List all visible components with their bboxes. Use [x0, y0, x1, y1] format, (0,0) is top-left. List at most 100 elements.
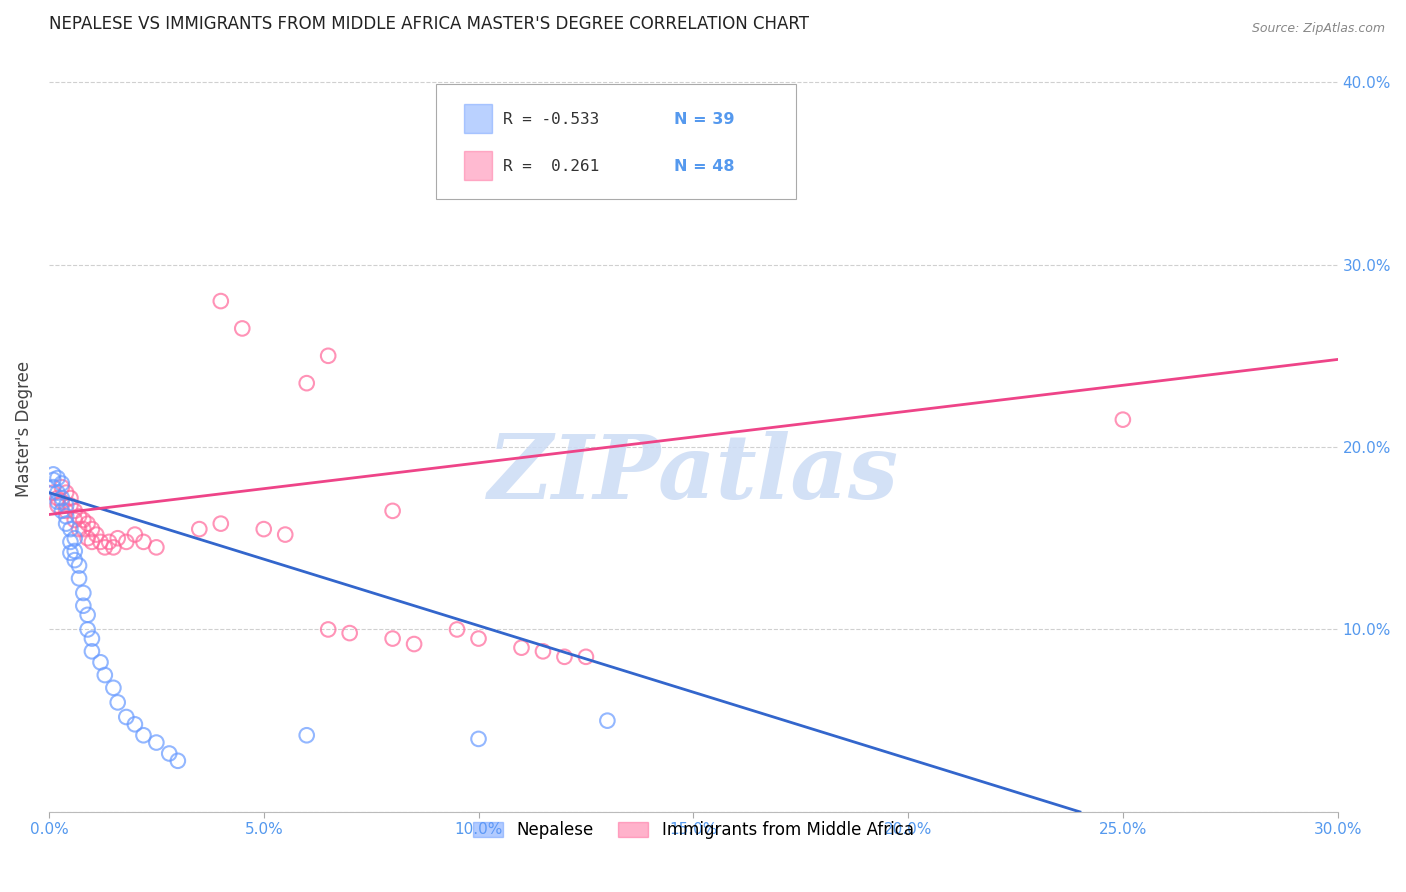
FancyBboxPatch shape — [436, 84, 796, 199]
Point — [339, 626, 361, 640]
Point — [94, 668, 117, 682]
Point — [55, 516, 77, 531]
Point — [72, 586, 94, 600]
Point — [89, 534, 111, 549]
Point — [103, 681, 125, 695]
Point — [166, 754, 188, 768]
Point — [42, 480, 65, 494]
Point — [67, 522, 90, 536]
Point — [253, 522, 276, 536]
Point — [80, 534, 103, 549]
Point — [76, 516, 98, 531]
Point — [209, 294, 232, 309]
Point — [59, 499, 82, 513]
Text: N = 48: N = 48 — [673, 159, 734, 174]
Point — [209, 516, 232, 531]
Text: ZIPatlas: ZIPatlas — [488, 432, 898, 518]
Point — [107, 695, 129, 709]
Point — [63, 513, 86, 527]
Point — [59, 491, 82, 505]
Y-axis label: Master's Degree: Master's Degree — [15, 360, 32, 497]
Point — [446, 623, 468, 637]
Point — [72, 522, 94, 536]
Point — [46, 494, 69, 508]
Point — [63, 504, 86, 518]
Point — [98, 534, 121, 549]
Point — [72, 599, 94, 613]
Point — [55, 499, 77, 513]
Point — [531, 644, 554, 658]
Point — [132, 728, 155, 742]
Point — [55, 485, 77, 500]
Point — [63, 553, 86, 567]
Point — [46, 485, 69, 500]
Point — [51, 480, 73, 494]
Point — [124, 717, 146, 731]
FancyBboxPatch shape — [464, 151, 492, 180]
Point — [295, 376, 318, 391]
Point — [510, 640, 533, 655]
Text: NEPALESE VS IMMIGRANTS FROM MIDDLE AFRICA MASTER'S DEGREE CORRELATION CHART: NEPALESE VS IMMIGRANTS FROM MIDDLE AFRIC… — [49, 15, 808, 33]
Point — [67, 558, 90, 573]
Point — [76, 531, 98, 545]
Point — [67, 571, 90, 585]
Point — [84, 527, 107, 541]
Point — [76, 607, 98, 622]
Point — [467, 731, 489, 746]
Point — [124, 527, 146, 541]
Point — [596, 714, 619, 728]
Point — [274, 527, 297, 541]
Point — [46, 471, 69, 485]
Point — [42, 473, 65, 487]
Point — [316, 349, 339, 363]
Point — [72, 513, 94, 527]
Point — [51, 504, 73, 518]
Point — [42, 467, 65, 482]
Point — [46, 499, 69, 513]
Point — [94, 541, 117, 555]
Point — [89, 655, 111, 669]
Point — [553, 649, 575, 664]
Text: Source: ZipAtlas.com: Source: ZipAtlas.com — [1251, 22, 1385, 36]
Point — [295, 728, 318, 742]
Text: R = -0.533: R = -0.533 — [502, 112, 599, 127]
Point — [80, 632, 103, 646]
Point — [145, 735, 167, 749]
Point — [51, 491, 73, 505]
Text: R =  0.261: R = 0.261 — [502, 159, 599, 174]
Point — [59, 546, 82, 560]
Point — [59, 534, 82, 549]
Point — [55, 509, 77, 524]
Point — [467, 632, 489, 646]
Point — [80, 644, 103, 658]
FancyBboxPatch shape — [464, 103, 492, 133]
Point — [51, 476, 73, 491]
Point — [76, 623, 98, 637]
Point — [132, 534, 155, 549]
Point — [115, 710, 138, 724]
Point — [115, 534, 138, 549]
Text: N = 39: N = 39 — [673, 112, 734, 127]
Point — [381, 632, 404, 646]
Point — [103, 541, 125, 555]
Point — [63, 531, 86, 545]
Point — [51, 494, 73, 508]
Point — [55, 504, 77, 518]
Point — [381, 504, 404, 518]
Point — [80, 522, 103, 536]
Point — [67, 509, 90, 524]
Point — [107, 531, 129, 545]
Point — [316, 623, 339, 637]
Point — [63, 544, 86, 558]
Legend: Nepalese, Immigrants from Middle Africa: Nepalese, Immigrants from Middle Africa — [467, 814, 921, 846]
Point — [46, 491, 69, 505]
Point — [404, 637, 426, 651]
Point — [59, 522, 82, 536]
Point — [575, 649, 598, 664]
Point — [231, 321, 253, 335]
Point — [42, 485, 65, 500]
Point — [145, 541, 167, 555]
Point — [1112, 412, 1135, 426]
Point — [188, 522, 211, 536]
Point — [157, 747, 180, 761]
